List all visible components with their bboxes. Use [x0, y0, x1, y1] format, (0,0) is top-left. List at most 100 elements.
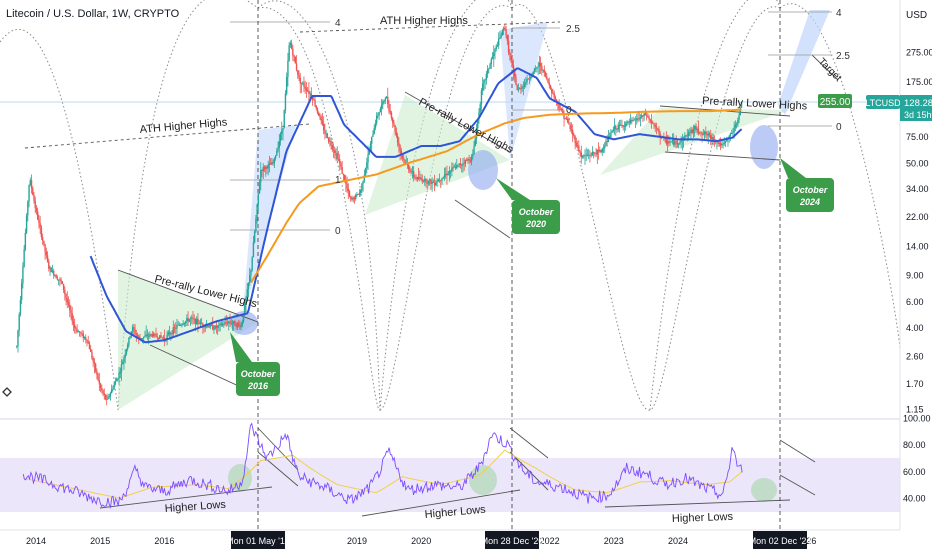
candle-body-48 [75, 328, 77, 330]
candle-body-332 [425, 179, 427, 183]
candle-body-272 [351, 199, 353, 200]
candle-body-532 [671, 140, 674, 142]
candle-body-460 [583, 155, 585, 157]
candle-body-539 [680, 140, 682, 143]
candle-body-358 [457, 164, 459, 166]
candle-body-237 [308, 90, 310, 94]
candle-body-326 [417, 177, 420, 179]
fib-c3-25: 2.5 [836, 51, 850, 62]
candle-body-253 [327, 138, 330, 142]
candle-body-71 [103, 393, 105, 395]
candle-body-292 [375, 115, 378, 124]
candle-body-113 [155, 334, 157, 337]
candle-body-561 [707, 133, 709, 136]
candle-body-79 [113, 384, 115, 389]
price-axis-bg [900, 0, 932, 550]
candle-body-247 [320, 117, 322, 121]
candle-body-565 [712, 137, 714, 141]
time-axis-badges: Mon 01 May '17 Mon 28 Dec '20 Mon 02 Dec '… [226, 531, 811, 549]
candle-body-129 [175, 327, 177, 329]
time-badge-bg-0 [231, 531, 285, 549]
candle-body-303 [389, 110, 391, 113]
candle-body-20 [40, 227, 43, 238]
candle-body-138 [186, 318, 188, 322]
ma1-line [89, 67, 743, 344]
rsi-tick-3: 40.00 [903, 494, 926, 504]
candle-body-26 [48, 261, 50, 269]
candle-body-191 [251, 257, 253, 271]
candle-body-432 [548, 82, 550, 86]
candle-body-379 [483, 80, 485, 84]
candle-body-260 [336, 152, 338, 159]
candle-body-514 [649, 119, 652, 121]
candle-body-270 [348, 191, 351, 197]
candle-body-399 [507, 40, 510, 53]
candle-body-337 [431, 181, 433, 184]
candle-body-225 [293, 55, 295, 57]
candle-body-369 [470, 156, 473, 162]
candle-body-573 [722, 143, 724, 145]
candle-body-495 [626, 121, 628, 124]
fib-c1-4: 4 [335, 18, 341, 29]
candle-body-149 [199, 322, 202, 324]
candle-body-401 [510, 54, 512, 61]
candle-body-305 [391, 118, 394, 123]
candle-body-347 [443, 175, 446, 178]
candle-body-223 [290, 43, 293, 49]
candle-body-262 [338, 159, 341, 164]
candle-body-118 [161, 337, 163, 338]
candle-body-283 [364, 168, 367, 176]
candle-body-33 [56, 278, 59, 280]
candle-body-218 [284, 93, 287, 111]
candle-body-414 [526, 78, 528, 83]
candle-body-290 [373, 128, 375, 135]
candle-body-338 [432, 181, 435, 183]
candle-body-413 [525, 82, 527, 84]
candle-body-257 [332, 149, 335, 151]
candle-body-45 [71, 313, 73, 322]
candle-body-469 [594, 153, 596, 154]
candle-body-51 [78, 331, 81, 333]
candle-body-119 [162, 337, 165, 339]
candle-body-301 [387, 96, 389, 105]
candle-body-286 [368, 150, 370, 155]
candle-body-435 [552, 92, 554, 94]
candle-body-256 [331, 145, 333, 150]
candle-body-24 [45, 251, 48, 256]
candle-body-182 [240, 325, 242, 328]
candle-body-537 [677, 143, 680, 145]
price-tick-11: 2.60 [906, 351, 924, 361]
candle-body-350 [447, 173, 449, 176]
candle-body-371 [473, 146, 475, 155]
candle-body-69 [101, 387, 103, 391]
candle-body-72 [104, 394, 107, 400]
candle-body-74 [107, 396, 109, 400]
candle-body-423 [537, 66, 539, 68]
candle-body-490 [620, 124, 622, 126]
ma2-line [250, 108, 742, 284]
candle-body-416 [528, 78, 531, 80]
candle-body-282 [363, 175, 366, 181]
candle-body-254 [329, 140, 331, 142]
candle-body-306 [393, 122, 395, 126]
candle-body-383 [488, 68, 490, 70]
candle-body-503 [636, 118, 638, 121]
candle-body-387 [493, 52, 495, 57]
candle-body-102 [141, 338, 144, 339]
candle-body-18 [38, 219, 40, 224]
candle-body-234 [304, 86, 306, 89]
price-tick-5: 34.00 [906, 184, 929, 194]
callout-2024-line1: October [793, 185, 828, 195]
candle-body-368 [469, 160, 472, 162]
candle-body-417 [530, 76, 532, 79]
time-tick-3: 2019 [347, 536, 367, 546]
candle-body-441 [559, 108, 562, 110]
candle-body-563 [710, 135, 712, 140]
candle-body-394 [501, 30, 504, 36]
candle-body-560 [706, 134, 708, 136]
candle-body-156 [208, 326, 210, 328]
fib-c2-25: 2.5 [566, 24, 580, 35]
candle-body-556 [701, 132, 703, 135]
candle-body-302 [388, 104, 390, 111]
